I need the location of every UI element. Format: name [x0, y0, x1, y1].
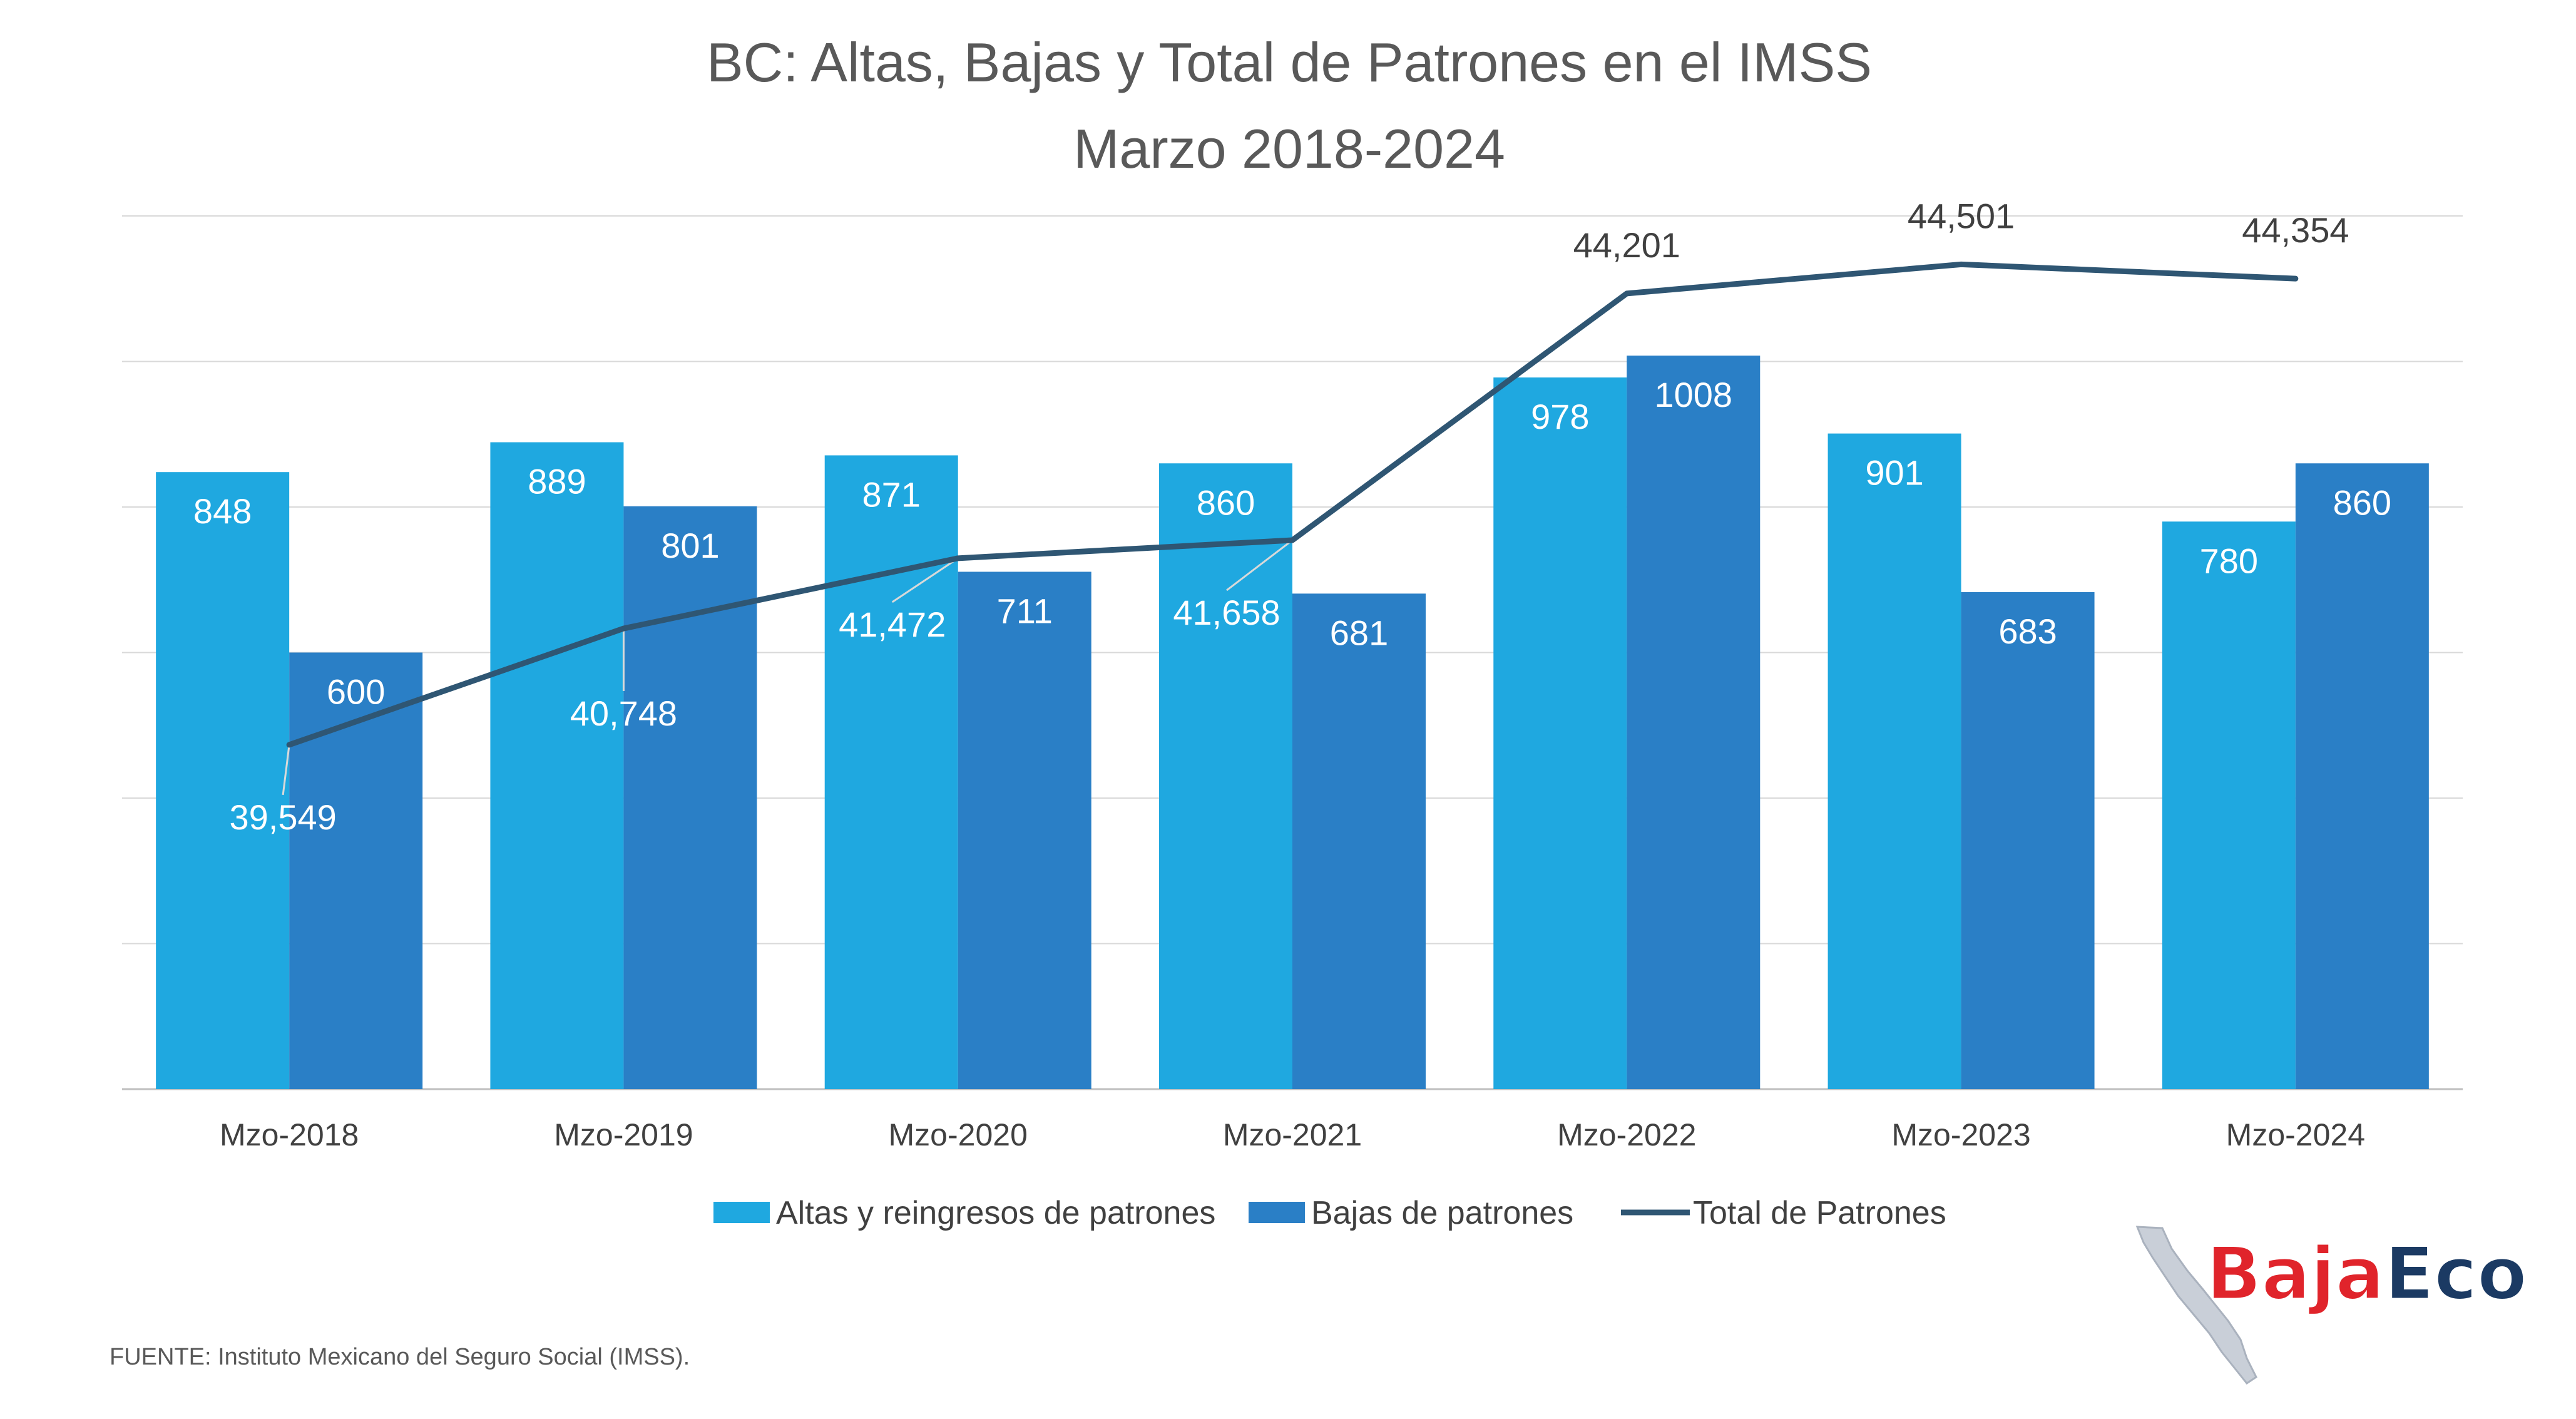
chart-title: BC: Altas, Bajas y Total de Patrones en …	[707, 31, 1872, 93]
label-altas-Mzo-2024: 780	[2200, 541, 2258, 580]
label-bajas-Mzo-2018: 600	[327, 672, 385, 712]
x-tick-Mzo-2022: Mzo-2022	[1557, 1117, 1696, 1152]
leader-line	[891, 557, 959, 603]
bar-altas-Mzo-2021	[1159, 463, 1292, 1089]
legend-swatch-bajas	[1249, 1202, 1305, 1223]
legend: Altas y reingresos de patrones Bajas de …	[713, 1195, 1946, 1231]
x-tick-Mzo-2018: Mzo-2018	[220, 1117, 359, 1152]
legend-label-altas: Altas y reingresos de patrones	[776, 1195, 1215, 1231]
total-patrones-line	[286, 261, 2299, 748]
chart-subtitle: Marzo 2018-2024	[1073, 118, 1505, 180]
bar-bajas-Mzo-2019	[623, 506, 757, 1089]
x-axis-ticks: Mzo-2018 Mzo-2019 Mzo-2020 Mzo-2021 Mzo-2022…	[220, 1117, 2365, 1152]
label-total-Mzo-2018: 39,549	[230, 797, 337, 837]
label-bajas-Mzo-2019: 801	[661, 526, 719, 565]
x-tick-Mzo-2019: Mzo-2019	[554, 1117, 693, 1152]
label-bajas-Mzo-2020: 711	[997, 591, 1053, 630]
line-data-labels: 39,549 40,748 41,472 41,658 44,201 44,501 44,3…	[230, 196, 2349, 837]
label-altas-Mzo-2020: 871	[862, 474, 920, 514]
label-total-Mzo-2024: 44,354	[2242, 210, 2349, 250]
x-tick-Mzo-2020: Mzo-2020	[889, 1117, 1028, 1152]
x-tick-Mzo-2024: Mzo-2024	[2226, 1117, 2365, 1152]
bajaeco-logo: Baja Eco	[2135, 1226, 2528, 1385]
bar-bajas-Mzo-2021	[1292, 593, 1426, 1089]
leader-lines	[282, 539, 1293, 796]
label-total-Mzo-2020: 41,472	[839, 605, 946, 644]
legend-label-bajas: Bajas de patrones	[1311, 1195, 1573, 1231]
label-altas-Mzo-2019: 889	[528, 462, 586, 501]
source-note: FUENTE: Instituto Mexicano del Seguro So…	[110, 1344, 690, 1370]
bar-altas-Mzo-2018	[156, 472, 290, 1089]
bars	[156, 356, 2429, 1090]
bar-altas-Mzo-2020	[824, 455, 958, 1089]
bar-bajas-Mzo-2024	[2295, 463, 2429, 1089]
label-bajas-Mzo-2024: 860	[2333, 483, 2391, 522]
label-bajas-Mzo-2022: 1008	[1654, 375, 1732, 414]
label-total-Mzo-2022: 44,201	[1573, 225, 1680, 265]
label-bajas-Mzo-2021: 681	[1330, 613, 1388, 652]
legend-swatch-altas	[713, 1202, 770, 1223]
bar-altas-Mzo-2022	[1493, 377, 1627, 1090]
baja-california-map-icon	[2135, 1226, 2257, 1385]
bar-data-labels: 848 600 889 801 871 711 860 681 978 1008 901 683 780…	[193, 375, 2391, 711]
leader-line	[1226, 539, 1293, 592]
label-altas-Mzo-2018: 848	[193, 491, 252, 531]
leader-line	[282, 744, 290, 796]
bar-altas-Mzo-2024	[2162, 521, 2296, 1089]
bar-bajas-Mzo-2023	[1961, 592, 2095, 1089]
bar-altas-Mzo-2023	[1827, 433, 1961, 1089]
label-altas-Mzo-2022: 978	[1531, 397, 1589, 436]
bar-altas-Mzo-2019	[490, 442, 624, 1089]
logo-text-baja: Baja	[2206, 1232, 2384, 1316]
label-altas-Mzo-2021: 860	[1197, 483, 1255, 522]
x-tick-Mzo-2021: Mzo-2021	[1223, 1117, 1362, 1152]
logo-text-eco: Eco	[2384, 1232, 2527, 1316]
label-altas-Mzo-2023: 901	[1865, 453, 1923, 493]
x-tick-Mzo-2023: Mzo-2023	[1891, 1117, 2030, 1152]
label-bajas-Mzo-2023: 683	[1998, 612, 2057, 651]
bar-bajas-Mzo-2022	[1627, 356, 1761, 1090]
label-total-Mzo-2019: 40,748	[570, 694, 677, 733]
legend-label-total: Total de Patrones	[1693, 1195, 1946, 1231]
bar-bajas-Mzo-2018	[289, 652, 423, 1089]
label-total-Mzo-2021: 41,658	[1173, 593, 1280, 632]
label-total-Mzo-2023: 44,501	[1908, 196, 2015, 235]
bar-bajas-Mzo-2020	[958, 571, 1091, 1089]
total-line	[286, 261, 2299, 748]
